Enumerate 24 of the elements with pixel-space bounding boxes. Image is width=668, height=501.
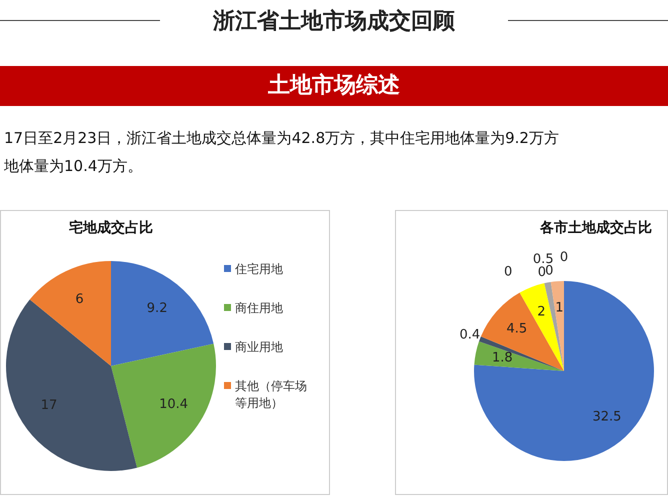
data-label: 1 xyxy=(555,300,564,316)
text: 0 xyxy=(545,264,554,279)
data-label: 10.4 xyxy=(159,396,188,412)
text: 0 xyxy=(504,264,512,280)
data-label: 2 xyxy=(537,304,546,320)
text: 地体量为10.4万方。 xyxy=(4,157,142,175)
data-label: 0.4 xyxy=(459,327,480,342)
data-label: 9.2 xyxy=(146,301,168,316)
data-label: 32.5 xyxy=(592,409,622,424)
legend-label: 其他（停车场等用地） xyxy=(235,378,308,412)
text: 浙江省土地市场成交回顾 xyxy=(212,8,456,36)
text: 0 xyxy=(560,250,568,265)
text: 17日至2月23日，浙江省土地成交总体量为42.8万方，其中住宅用地体量为9.2万方 xyxy=(4,129,559,147)
data-label: 17 xyxy=(40,398,58,413)
legend-label: 商业用地 xyxy=(235,339,283,356)
data-label: 6 xyxy=(75,292,84,307)
text: 土地市场综述 xyxy=(0,66,668,106)
data-label: 1.8 xyxy=(492,350,513,366)
legend-label: 商住用地 xyxy=(235,300,283,317)
text: 0 xyxy=(538,265,546,280)
legend-label: 住宅用地 xyxy=(235,261,283,278)
data-label: 4.5 xyxy=(506,322,528,337)
chart-title: 各市土地成交占比 xyxy=(540,219,652,237)
chart-title: 宅地成交占比 xyxy=(69,219,153,237)
